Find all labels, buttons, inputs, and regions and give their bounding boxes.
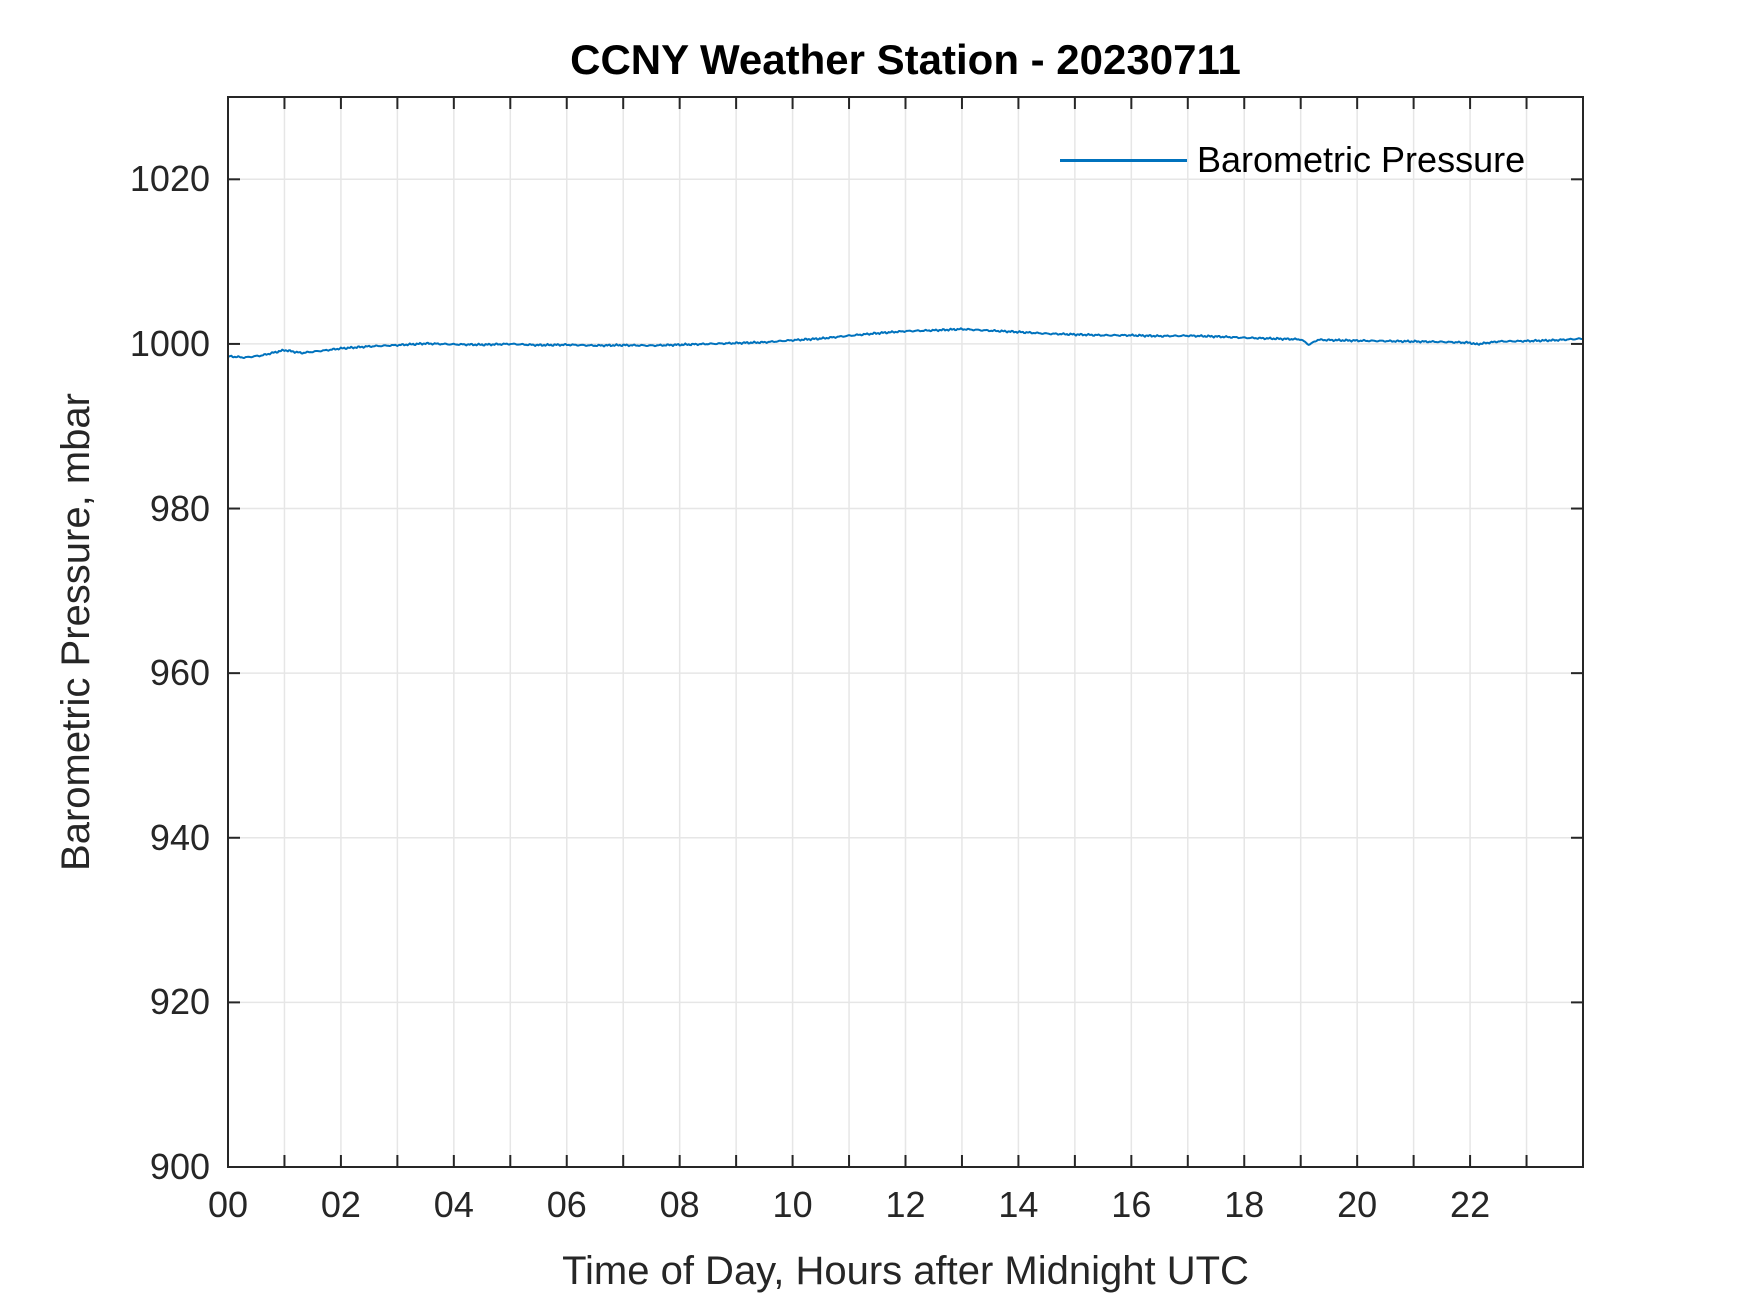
- x-tick-label: 08: [659, 1184, 700, 1225]
- x-tick-label: 10: [772, 1184, 813, 1225]
- axes-box: [227, 96, 1584, 1168]
- x-tick-label: 14: [998, 1184, 1039, 1225]
- x-tick-label: 20: [1337, 1184, 1378, 1225]
- pressure-line: [227, 327, 1584, 360]
- x-tick-label: 12: [885, 1184, 926, 1225]
- legend-label: Barometric Pressure: [1197, 139, 1526, 180]
- x-tick-label: 06: [546, 1184, 587, 1225]
- x-tick-label: 02: [320, 1184, 361, 1225]
- x-tick-label: 04: [433, 1184, 474, 1225]
- y-tick-label: 900: [149, 1146, 210, 1187]
- legend: Barometric Pressure: [1060, 138, 1525, 182]
- x-axis-label: Time of Day, Hours after Midnight UTC: [562, 1249, 1249, 1293]
- y-tick-label: 980: [149, 487, 210, 529]
- y-tick-label: 940: [149, 816, 210, 858]
- x-tick-label: 00: [207, 1184, 249, 1225]
- x-tick-label: 16: [1111, 1184, 1152, 1225]
- chart-title: CCNY Weather Station - 20230711: [570, 36, 1241, 83]
- y-tick-label: 960: [149, 652, 210, 694]
- legend-line-sample: [1060, 158, 1187, 162]
- y-tick-label: 1000: [129, 322, 210, 364]
- x-tick-label: 18: [1224, 1184, 1265, 1225]
- x-tick-label: 22: [1450, 1184, 1491, 1225]
- y-tick-label: 1020: [129, 158, 210, 200]
- y-tick-label: 920: [149, 981, 210, 1023]
